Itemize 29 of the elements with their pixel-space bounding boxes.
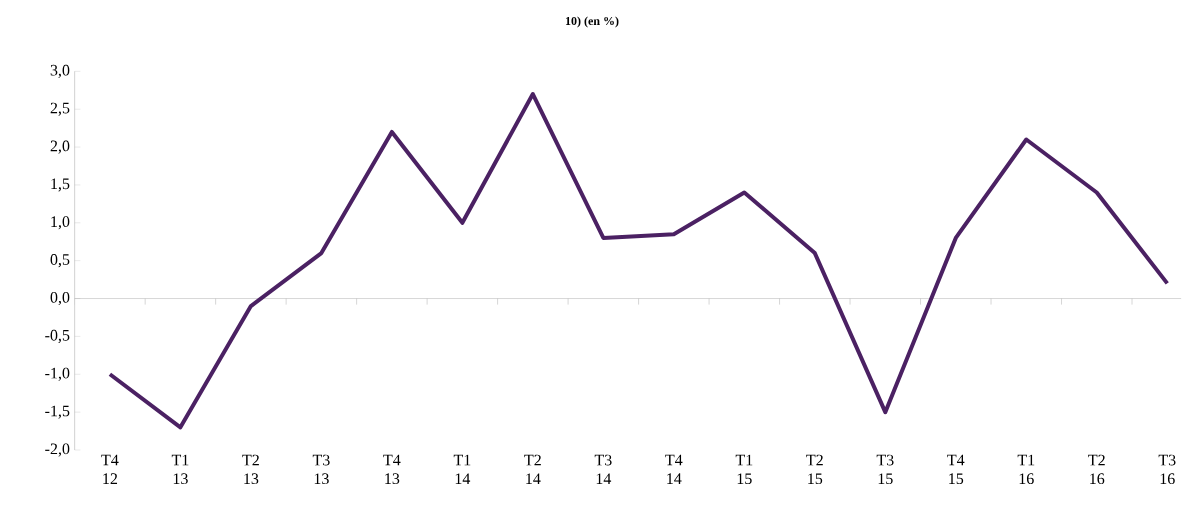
x-tick-label: T1 14: [453, 454, 471, 484]
x-tick-label: T3 13: [312, 454, 330, 485]
x-tick-label: T2 14: [524, 454, 541, 484]
x-tick-label: T3 15: [876, 454, 894, 485]
y-tick-label: 2,0: [50, 140, 70, 154]
x-tick-label: T3 16: [1158, 454, 1176, 485]
x-tick-label: T2 15: [806, 454, 823, 485]
x-tick-label: T3 14: [594, 454, 612, 484]
x-tick-label: T1 15: [735, 454, 753, 485]
x-tick-label: T4 15: [947, 454, 965, 485]
x-tick-label: T4 12: [101, 454, 119, 484]
x-tick-label: T2 13: [242, 454, 259, 485]
x-tick-label: T1 16: [1017, 454, 1035, 485]
y-tick-label: -0,5: [45, 329, 70, 343]
y-tick-label: -1,0: [45, 367, 70, 381]
x-tick-label: T4 14: [665, 454, 683, 484]
y-tick-label: 0,0: [50, 291, 70, 306]
chart-title: 10) (en %): [565, 16, 619, 28]
x-tick-label: T4 13: [383, 454, 401, 485]
x-tick-label: T2 16: [1088, 454, 1105, 485]
y-tick-label: -1,5: [45, 405, 70, 419]
y-tick-label: 1,0: [51, 216, 70, 230]
y-tick-label: 1,5: [51, 178, 70, 192]
y-tick-label: 3,0: [50, 64, 70, 78]
y-tick-label: 2,5: [50, 102, 70, 116]
y-tick-label: 0,5: [50, 254, 70, 268]
line-series: [107, 92, 1170, 430]
y-tick-label: -2,0: [45, 443, 70, 457]
x-tick-label: T1 13: [171, 454, 189, 485]
